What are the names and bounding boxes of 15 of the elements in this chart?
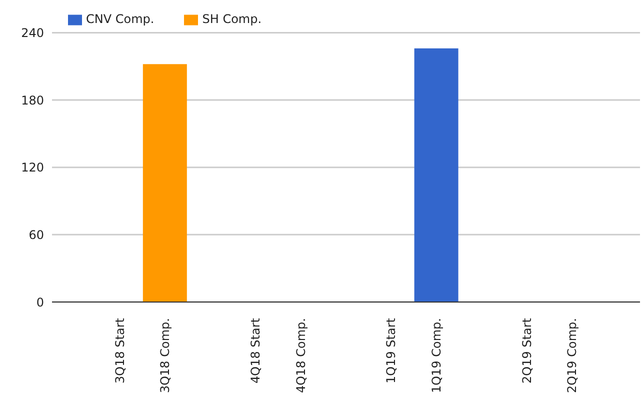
x-tick-label: 3Q18 Start bbox=[112, 318, 127, 384]
legend-label: SH Comp. bbox=[202, 12, 262, 26]
legend-label: CNV Comp. bbox=[86, 12, 154, 26]
x-tick-label: 3Q18 Comp. bbox=[158, 318, 172, 394]
y-tick-label: 240 bbox=[21, 26, 44, 40]
x-tick-label: 2Q19 Start bbox=[520, 318, 534, 384]
y-tick-label: 0 bbox=[36, 295, 44, 310]
y-tick-label: 60 bbox=[28, 228, 44, 242]
x-tick-label: 4Q18 Start bbox=[248, 318, 263, 384]
x-tick-label: 2Q19 Comp. bbox=[565, 318, 580, 394]
x-tick-label: 4Q18 Comp. bbox=[294, 318, 308, 394]
x-tick-label: 1Q19 Start bbox=[384, 318, 398, 384]
y-tick-label: 120 bbox=[21, 160, 44, 175]
x-tick-label: 1Q19 Comp. bbox=[429, 318, 444, 394]
y-tick-label: 180 bbox=[21, 93, 44, 108]
